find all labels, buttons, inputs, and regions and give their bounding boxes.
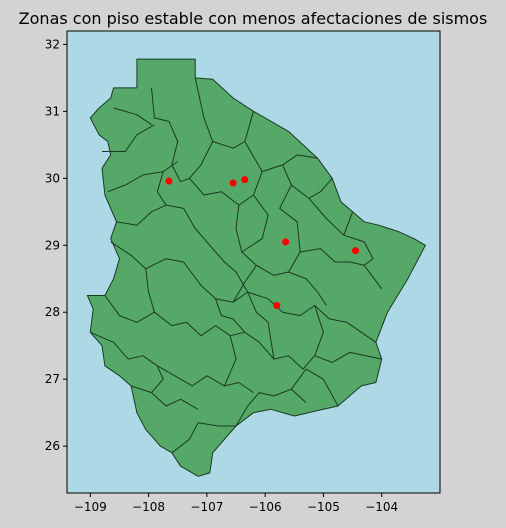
y-tick-label: 26: [45, 439, 60, 453]
municipality-boundary: [151, 87, 182, 182]
municipality-boundary: [235, 388, 307, 427]
stable-zone-point: [165, 177, 173, 185]
municipality-boundary: [288, 271, 327, 306]
y-tick-label: 29: [45, 238, 60, 252]
y-axis: 26 27 28 29 30 31 32: [45, 37, 67, 453]
municipality-boundary: [171, 422, 236, 454]
municipality-boundary: [343, 234, 374, 266]
municipality-boundary: [151, 365, 164, 393]
municipality-boundary: [174, 375, 254, 394]
municipality-boundary: [241, 194, 269, 253]
municipality-boundary: [194, 77, 254, 149]
stable-zone-point: [229, 179, 237, 187]
municipality-boundary: [308, 198, 354, 236]
x-tick-label: −108: [132, 500, 165, 514]
x-axis: −109 −108 −107 −106 −105 −104: [74, 493, 398, 514]
municipality-boundary: [247, 291, 275, 360]
municipality-boundary: [232, 265, 257, 303]
x-tick-label: −106: [249, 500, 282, 514]
municipality-boundary: [156, 171, 167, 206]
y-tick-label: 27: [45, 372, 60, 386]
municipality-boundary: [104, 295, 187, 327]
plot-frame: [66, 30, 441, 494]
municipality-boundary: [262, 154, 318, 173]
stable-zone-point: [282, 238, 290, 246]
stable-zone-point: [273, 302, 281, 309]
municipality-boundary: [90, 331, 176, 377]
x-tick-label: −104: [365, 500, 398, 514]
municipality-boundary: [258, 341, 382, 370]
point-markers: [165, 176, 359, 309]
municipality-boundary: [215, 298, 246, 333]
municipality-boundary: [194, 228, 269, 300]
region-map: [86, 58, 426, 477]
stable-zone-point: [352, 247, 359, 255]
municipality-boundary: [102, 124, 155, 152]
chart-title: Zonas con piso estable con menos afectac…: [19, 9, 488, 28]
y-tick-label: 28: [45, 305, 60, 319]
y-tick-label: 32: [45, 37, 60, 51]
municipality-boundary: [113, 107, 152, 126]
municipality-boundary: [300, 248, 383, 290]
municipality-boundary: [130, 385, 199, 410]
municipality-boundary: [186, 321, 260, 343]
municipality-boundary: [223, 335, 237, 387]
x-tick-label: −105: [307, 500, 340, 514]
y-tick-label: 31: [45, 104, 60, 118]
municipality-boundary: [107, 161, 178, 193]
x-tick-label: −109: [74, 500, 107, 514]
municipality-boundary: [314, 305, 324, 356]
municipality-boundary: [290, 368, 339, 407]
stable-zone-point: [241, 176, 249, 184]
y-tick-label: 30: [45, 171, 60, 185]
municipality-boundary: [180, 141, 214, 183]
municipality-boundary: [273, 184, 301, 276]
x-tick-label: −107: [190, 500, 223, 514]
municipality-boundary: [145, 268, 155, 313]
municipality-boundary: [116, 204, 196, 229]
